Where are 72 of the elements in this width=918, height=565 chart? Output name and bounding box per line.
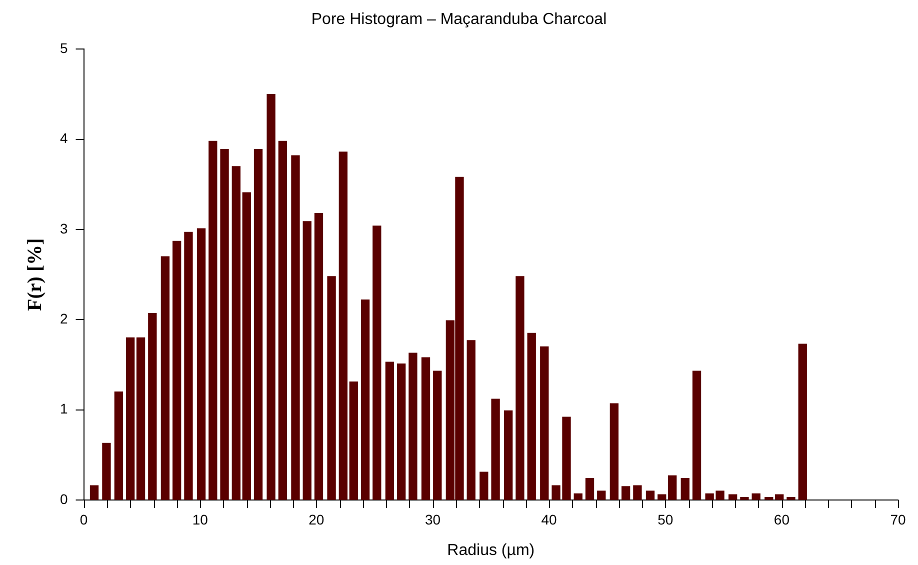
bar (421, 357, 430, 500)
bar (148, 313, 157, 500)
bar (208, 140, 218, 500)
bar (196, 228, 206, 500)
bar (540, 346, 549, 500)
bar (184, 232, 193, 500)
bar (491, 398, 500, 500)
bar (480, 472, 488, 500)
bar (360, 300, 370, 500)
x-tick-label: 60 (774, 511, 790, 528)
bar (291, 155, 300, 500)
bar (585, 478, 594, 500)
bar (126, 337, 135, 500)
x-tick-label: 40 (541, 511, 558, 528)
bar (338, 152, 348, 500)
bar (786, 496, 796, 500)
bar (302, 221, 312, 500)
bar (680, 478, 690, 500)
bar (136, 337, 146, 500)
bar (752, 493, 760, 500)
y-axis-title: F(r) [%] (24, 238, 46, 311)
bar (242, 192, 251, 500)
bar (516, 276, 524, 500)
bar (278, 140, 288, 500)
bar (633, 485, 642, 500)
bar (254, 148, 263, 500)
bar (385, 362, 394, 500)
y-tick-label: 1 (60, 400, 68, 417)
bar (527, 332, 536, 500)
bar (397, 364, 406, 500)
bar (504, 410, 513, 500)
bar (232, 166, 240, 500)
x-tick-label: 30 (424, 511, 441, 528)
x-tick-label: 0 (80, 511, 88, 528)
x-tick-label: 10 (192, 511, 208, 528)
y-tick-label: 4 (60, 130, 68, 146)
bar (349, 382, 358, 500)
bar (646, 490, 655, 500)
bar (764, 496, 774, 500)
bar (658, 494, 666, 500)
bar (172, 240, 182, 500)
bar (692, 370, 702, 500)
bar (433, 370, 442, 500)
bar (668, 475, 677, 500)
chart-title: Pore Histogram – Maçaranduba Charcoal (311, 11, 607, 28)
bar (597, 490, 606, 500)
bar (220, 148, 229, 500)
bar (114, 391, 124, 500)
bar (621, 486, 630, 500)
x-tick-label: 50 (658, 511, 674, 528)
y-tick-label: 0 (60, 490, 68, 507)
bar (102, 442, 111, 500)
bar (728, 494, 738, 500)
bar (466, 340, 476, 500)
y-tick-label: 5 (60, 40, 68, 56)
bar (160, 256, 170, 500)
bar (314, 212, 324, 500)
x-axis-title: Radius (µm) (447, 542, 535, 559)
y-tick-label: 3 (60, 220, 68, 236)
bar (327, 276, 336, 500)
bar (372, 226, 382, 500)
bar (574, 493, 582, 500)
y-tick-label: 2 (60, 310, 68, 327)
x-tick-label: 20 (308, 511, 324, 528)
bar (408, 352, 418, 500)
bar (90, 485, 99, 500)
x-tick-label: 70 (890, 511, 906, 528)
bar (610, 403, 619, 500)
bar (775, 494, 784, 500)
bar (798, 344, 807, 500)
bar (740, 496, 749, 500)
bar (266, 94, 276, 500)
